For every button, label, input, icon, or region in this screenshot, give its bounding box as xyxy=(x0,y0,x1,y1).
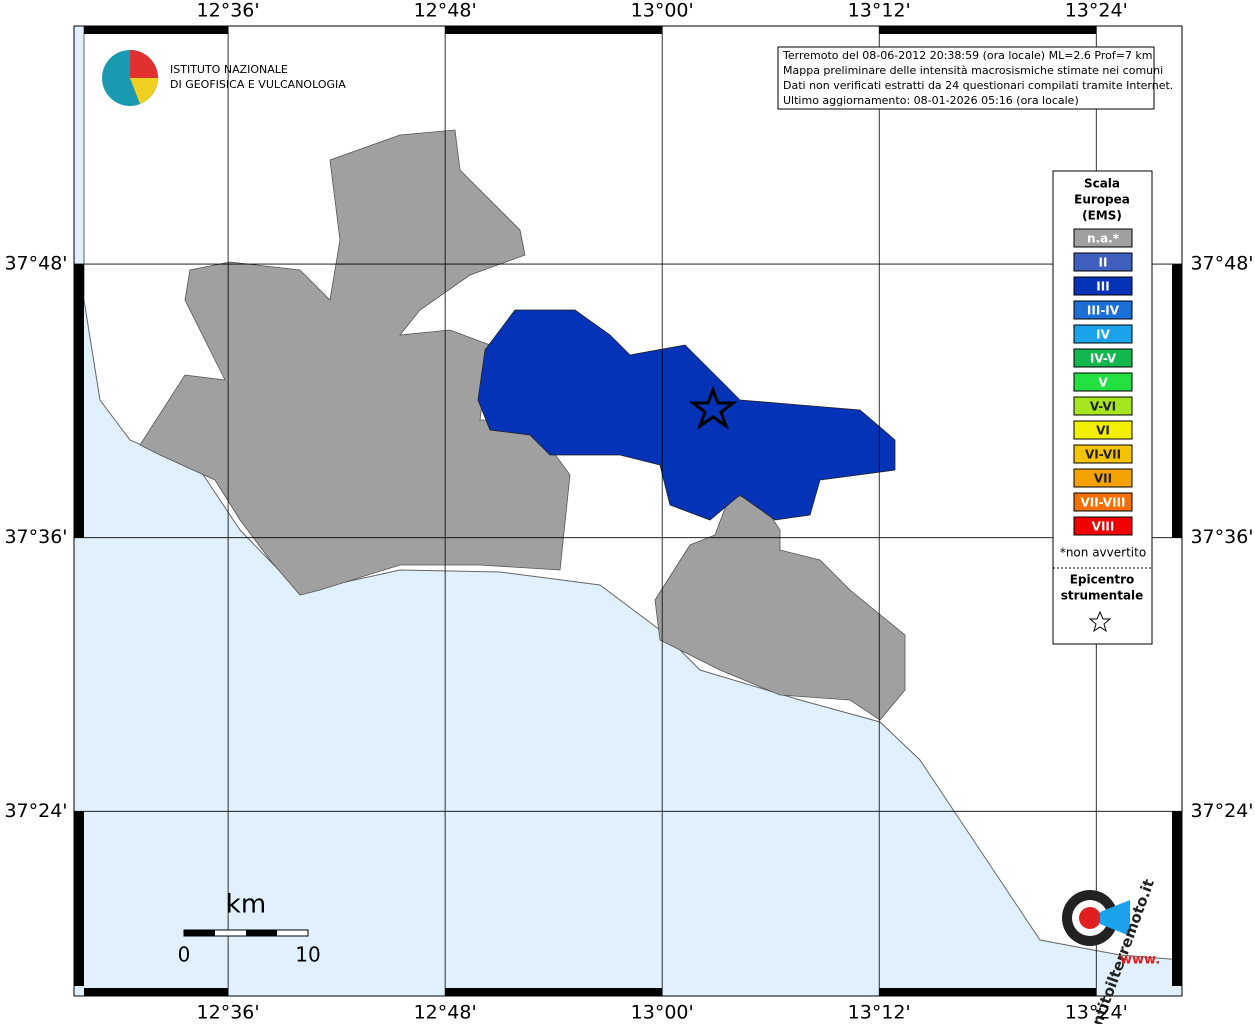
y-tick-label: 37°24' xyxy=(4,800,67,822)
x-tick-label: 12°48' xyxy=(414,1002,477,1024)
scale-bar xyxy=(246,930,277,936)
legend-label: IV-V xyxy=(1090,352,1117,366)
x-tick-label: 13°24' xyxy=(1065,0,1128,22)
frame-bar xyxy=(879,988,1097,996)
y-tick-label: 37°24' xyxy=(1190,800,1253,822)
site-logo xyxy=(1079,907,1101,929)
frame-bar xyxy=(1172,264,1182,538)
y-tick-label: 37°48' xyxy=(4,253,67,275)
legend-swatch xyxy=(1073,300,1133,320)
frame-bar xyxy=(84,26,229,34)
legend-label: II xyxy=(1099,256,1108,270)
epicenter xyxy=(688,385,738,430)
x-tick-label: 12°36' xyxy=(197,0,260,22)
legend-label: VIII xyxy=(1092,520,1115,534)
logo-text: DI GEOFISICA E VULCANOLOGIA xyxy=(170,78,346,91)
scale-unit: km xyxy=(226,890,266,920)
x-tick-label: 12°48' xyxy=(414,0,477,22)
info-line: Mappa preliminare delle intensità macros… xyxy=(783,64,1163,77)
legend-label: VII-VIII xyxy=(1080,496,1125,510)
legend-label: V-VI xyxy=(1090,400,1116,414)
legend-swatch xyxy=(1073,276,1133,296)
legend-label: IV xyxy=(1096,328,1110,342)
legend-swatch xyxy=(1073,252,1133,272)
y-tick-label: 37°48' xyxy=(1190,253,1253,275)
legend-title: (EMS) xyxy=(1082,209,1122,223)
x-tick-label: 13°00' xyxy=(631,1002,694,1024)
legend-epicenter: strumentale xyxy=(1061,589,1144,603)
frame-bar xyxy=(445,988,663,996)
legend-swatch xyxy=(1073,444,1133,464)
legend-label: VII xyxy=(1094,472,1112,486)
frame-bar xyxy=(879,26,1097,34)
legend-label: III xyxy=(1096,280,1109,294)
info-box xyxy=(777,46,1155,110)
scale-label: 0 xyxy=(178,943,191,967)
y-tick-label: 37°36' xyxy=(1190,526,1253,548)
frame xyxy=(73,25,1183,997)
legend-swatch xyxy=(1073,420,1133,440)
legend-epicenter: Epicentro xyxy=(1070,573,1135,587)
x-tick-label: 13°24' xyxy=(1065,1002,1128,1024)
frame-bar xyxy=(445,26,663,34)
x-tick-label: 13°12' xyxy=(848,1002,911,1024)
legend-note: *non avvertito xyxy=(1060,546,1146,560)
ingv-logo xyxy=(130,50,158,78)
grid xyxy=(74,26,1182,996)
legend-swatch xyxy=(1073,228,1133,248)
region-na xyxy=(654,494,906,721)
legend-title: Scala xyxy=(1084,177,1120,191)
frame-bar xyxy=(84,988,229,996)
region-na xyxy=(139,129,571,596)
y-tick-label: 37°36' xyxy=(4,526,67,548)
scale-bar xyxy=(184,930,215,936)
legend-label: VI-VII xyxy=(1085,448,1121,462)
legend-swatch xyxy=(1073,396,1133,416)
site-logo xyxy=(1100,900,1130,936)
site-www: www. xyxy=(1120,953,1160,968)
legend-swatch xyxy=(1073,492,1133,512)
legend-title: Europea xyxy=(1074,193,1130,207)
legend-swatch xyxy=(1073,372,1133,392)
region-iii xyxy=(477,309,896,521)
x-tick-label: 12°36' xyxy=(197,1002,260,1024)
scale-label: 10 xyxy=(295,943,320,967)
ingv-logo xyxy=(130,78,158,104)
legend-star xyxy=(1088,610,1112,633)
x-tick-label: 13°12' xyxy=(848,0,911,22)
legend-swatch xyxy=(1073,324,1133,344)
info-line: Terremoto del 08-06-2012 20:38:59 (ora l… xyxy=(782,49,1153,62)
logo-text: ISTITUTO NAZIONALE xyxy=(170,63,288,76)
x-tick-label: 13°00' xyxy=(631,0,694,22)
legend-swatch xyxy=(1073,468,1133,488)
legend-label: VI xyxy=(1096,424,1110,438)
frame-bar xyxy=(74,811,84,986)
frame-bar xyxy=(1172,811,1182,986)
legend-label: III-IV xyxy=(1087,304,1120,318)
legend-swatch xyxy=(1073,348,1133,368)
legend-label: n.a.* xyxy=(1087,232,1120,246)
frame-bar xyxy=(74,264,84,538)
info-line: Dati non verificati estratti da 24 quest… xyxy=(783,79,1173,92)
info-line: Ultimo aggiornamento: 08-01-2026 05:16 (… xyxy=(783,94,1079,107)
legend-label: V xyxy=(1098,376,1108,390)
legend-swatch xyxy=(1073,516,1133,536)
